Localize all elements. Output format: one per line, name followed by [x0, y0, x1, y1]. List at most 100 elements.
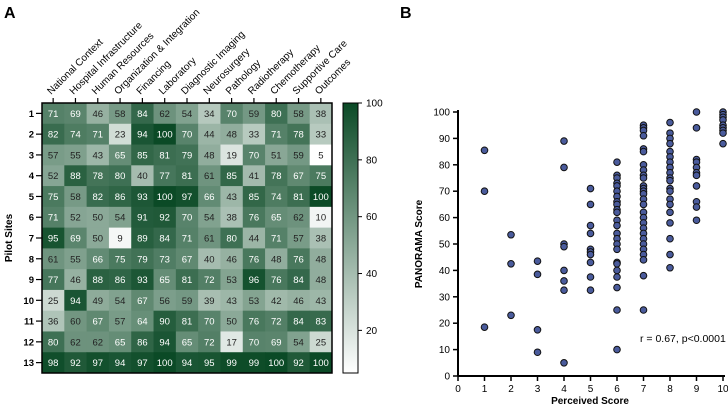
heatmap-cell: [86, 310, 110, 332]
heatmap-cell-value: 81: [182, 275, 193, 286]
heatmap-cell: [131, 310, 155, 332]
heatmap-cell: [220, 310, 244, 332]
heatmap-cell-value: 78: [293, 130, 304, 141]
heatmap-cell-value: 56: [159, 296, 170, 307]
heatmap-cell-value: 49: [92, 296, 103, 307]
heatmap-cell-value: 86: [115, 192, 126, 203]
heatmap-cell-value: 82: [48, 130, 59, 141]
heatmap-cell-value: 48: [204, 150, 215, 161]
heatmap-cell-value: 38: [226, 213, 237, 224]
heatmap-cell: [86, 206, 110, 229]
heatmap-cell-value: 66: [92, 254, 103, 265]
heatmap-cell: [242, 310, 266, 332]
heatmap-cell: [153, 123, 177, 146]
heatmap-cell: [309, 186, 333, 208]
heatmap-cell: [86, 103, 110, 125]
heatmap-cell-value: 17: [226, 337, 237, 348]
heatmap-cell-value: 48: [226, 130, 237, 141]
heatmap-cell: [309, 103, 333, 125]
heatmap-cell-value: 97: [92, 358, 103, 369]
scatter-x-label: Perceived Score: [551, 396, 629, 407]
heatmap-cell-value: 94: [115, 358, 126, 369]
heatmap-cell-value: 25: [316, 337, 327, 348]
scatter-point: [613, 273, 621, 281]
scatter-point: [480, 146, 489, 155]
heatmap-cell-value: 53: [226, 275, 237, 286]
heatmap-cell: [153, 206, 177, 229]
heatmap-cell: [131, 206, 155, 229]
heatmap-cell: [131, 144, 155, 166]
heatmap-cell: [309, 123, 333, 146]
scatter-point: [560, 286, 568, 295]
y-tick-label: 70: [439, 187, 451, 198]
scatter-point: [719, 139, 727, 148]
heatmap-cell-value: 59: [249, 109, 260, 120]
heatmap-cell-value: 75: [115, 254, 126, 265]
heatmap-cell: [287, 165, 311, 187]
heatmap-y-label: Pilot Sites: [4, 213, 15, 262]
heatmap-cell: [220, 352, 244, 374]
heatmap-cell: [242, 103, 266, 125]
heatmap-cell-value: 42: [271, 296, 282, 307]
heatmap-cell-value: 92: [159, 213, 170, 224]
heatmap-cell: [108, 144, 132, 166]
scatter-point: [666, 234, 674, 243]
heatmap-cell-value: 44: [204, 130, 215, 141]
row-label: 10: [23, 296, 34, 307]
scatter-point: [560, 359, 568, 367]
heatmap-cell: [42, 269, 65, 291]
row-label: 3: [29, 150, 34, 161]
heatmap-cell-value: 84: [293, 275, 304, 286]
heatmap-cell-value: 39: [204, 296, 215, 307]
heatmap-cell: [153, 227, 177, 249]
heatmap-cell: [309, 310, 333, 332]
heatmap-cell-value: 70: [249, 337, 260, 348]
heatmap-cell-value: 65: [182, 337, 193, 348]
scatter-point: [639, 256, 648, 264]
x-tick-label: 10: [717, 384, 728, 395]
scatter-point: [613, 158, 621, 166]
y-tick-label: 20: [439, 319, 451, 330]
heatmap-cell-value: 46: [293, 296, 304, 307]
scatter-point: [533, 257, 542, 265]
y-tick-label: 50: [439, 240, 451, 251]
heatmap-cell-value: 34: [204, 109, 215, 120]
heatmap-cell-value: 83: [316, 317, 327, 328]
heatmap-cell: [108, 186, 132, 208]
heatmap-cell: [42, 331, 65, 353]
heatmap-cell-value: 50: [226, 317, 237, 328]
x-tick-label: 3: [535, 384, 541, 395]
heatmap-cell: [108, 123, 132, 146]
heatmap-cell: [86, 227, 110, 249]
heatmap-cell-value: 75: [48, 192, 59, 203]
heatmap-cell: [64, 289, 88, 312]
heatmap-cell: [175, 310, 199, 332]
heatmap-cell-value: 71: [182, 234, 193, 245]
scatter-point: [507, 311, 515, 320]
row-label: 11: [24, 317, 35, 328]
heatmap-cell-value: 85: [249, 192, 260, 203]
scatter-point: [666, 187, 674, 195]
heatmap-cell-value: 70: [226, 109, 237, 120]
heatmap-cell: [242, 165, 266, 187]
heatmap-cell-value: 86: [115, 275, 126, 286]
heatmap-cell-value: 90: [159, 317, 170, 328]
heatmap-cell-value: 33: [249, 130, 260, 141]
heatmap-cell: [153, 248, 177, 270]
heatmap-cell-value: 46: [92, 109, 103, 120]
heatmap-cell: [175, 248, 199, 270]
scatter-point: [560, 266, 568, 275]
heatmap-cell-value: 99: [249, 358, 260, 369]
heatmap-cell-value: 72: [271, 317, 282, 328]
heatmap-cell: [220, 269, 244, 291]
scatter-point: [560, 277, 568, 285]
scatter-point: [692, 124, 701, 132]
heatmap-cell-value: 95: [48, 234, 59, 245]
heatmap-cell: [220, 165, 244, 187]
panel-label-a: A: [4, 5, 16, 22]
heatmap-cell-value: 46: [70, 275, 81, 286]
heatmap-cell: [175, 165, 199, 187]
heatmap-cell-value: 76: [249, 317, 260, 328]
